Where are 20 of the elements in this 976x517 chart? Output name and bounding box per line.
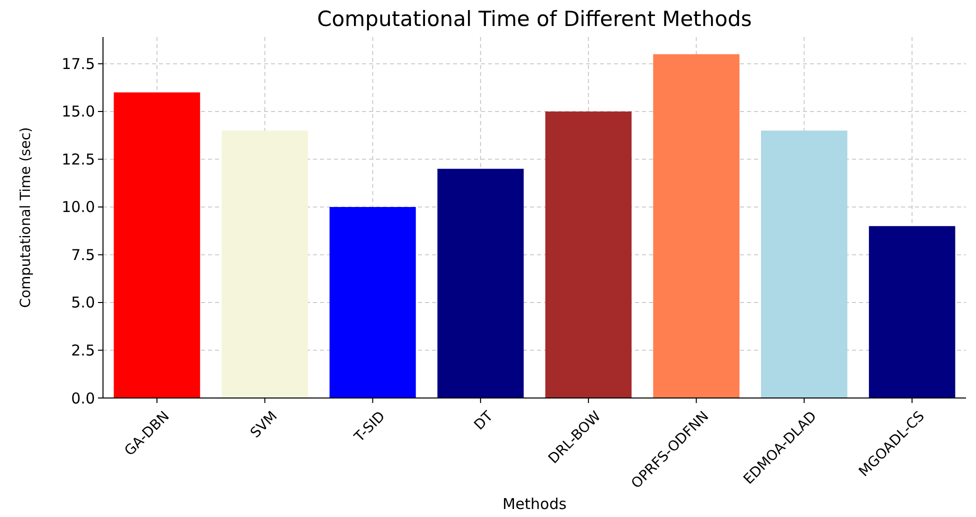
- y-axis-title: Computational Time (sec): [18, 127, 34, 308]
- y-tick-label: 0.0: [71, 389, 95, 408]
- bar: [653, 54, 740, 398]
- bar: [330, 206, 416, 398]
- y-tick-label: 15.0: [62, 102, 95, 121]
- chart-title: Computational Time of Different Methods: [317, 7, 752, 31]
- y-tick-label: 5.0: [71, 294, 95, 312]
- bar: [545, 111, 632, 398]
- bar: [114, 92, 200, 398]
- y-tick-label: 7.5: [71, 246, 95, 264]
- y-tick-label: 12.5: [62, 150, 95, 168]
- bar: [222, 130, 308, 398]
- y-tick-label: 17.5: [62, 54, 95, 73]
- y-tick-label: 2.5: [71, 342, 95, 360]
- x-axis-title: Methods: [502, 495, 567, 513]
- x-tick-label: DT: [471, 408, 497, 434]
- y-tick-label: 10.0: [62, 198, 95, 216]
- bar: [437, 168, 524, 398]
- bar: [761, 130, 848, 398]
- bar: [868, 226, 956, 398]
